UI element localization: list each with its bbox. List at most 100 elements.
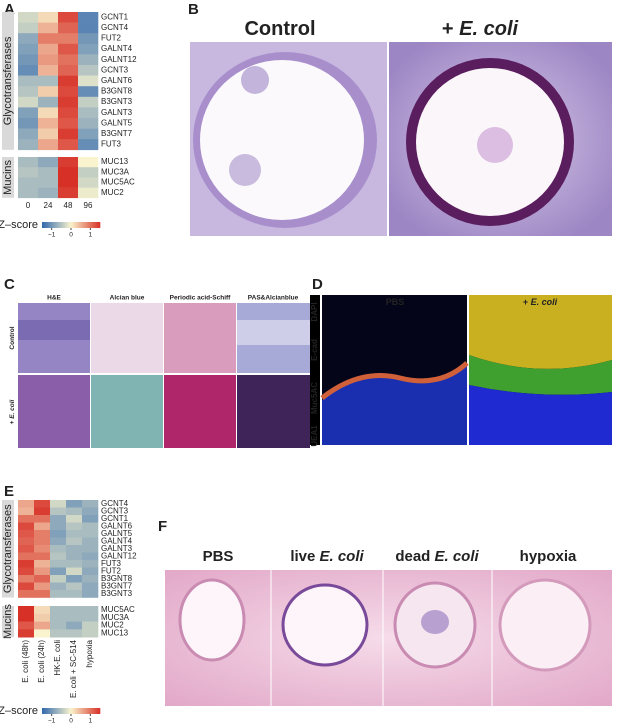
- channel-label: DAPI: [310, 302, 319, 321]
- group-label: Mucins: [2, 159, 14, 194]
- heat-cell: [38, 128, 59, 140]
- colorbar-title: Z–score: [0, 705, 38, 717]
- image-title-part: PBS: [386, 297, 405, 307]
- heat-cell: [58, 22, 79, 34]
- heat-cell: [66, 621, 83, 630]
- heat-cell: [58, 65, 79, 76]
- colorbar-step: [92, 222, 95, 228]
- group-band: [2, 12, 14, 150]
- gene-label: FUT2: [101, 566, 122, 575]
- gene-label: GCNT4: [101, 499, 129, 508]
- heat-cell: [58, 187, 79, 199]
- colorbar-step: [71, 708, 74, 714]
- heat-cell: [66, 560, 83, 568]
- heat-cell: [38, 75, 59, 87]
- heat-cell: [66, 537, 83, 546]
- colorbar-step: [63, 222, 66, 228]
- heat-cell: [82, 613, 99, 622]
- panel-label: D: [312, 276, 323, 293]
- gene-label: GALNT3: [101, 108, 133, 117]
- heat-cell: [50, 590, 67, 598]
- heat-cell: [58, 86, 79, 98]
- heat-cell: [66, 530, 83, 538]
- column-label: E. coli (24h): [37, 640, 46, 683]
- heat-cell: [50, 530, 67, 538]
- group-band: [2, 157, 14, 198]
- colorbar-step: [43, 708, 47, 714]
- gene-label: GCNT3: [101, 506, 129, 515]
- colorbar-step: [98, 708, 101, 714]
- heat-cell: [34, 575, 51, 583]
- heat-cell: [34, 545, 51, 553]
- heat-cell: [18, 118, 39, 129]
- heat-cell: [66, 567, 83, 576]
- colorbar-step: [90, 708, 93, 714]
- row-title-part: E. coli: [9, 399, 16, 418]
- image-title: PBS: [386, 297, 405, 307]
- colorbar-step: [67, 222, 70, 228]
- heat-cell: [38, 86, 59, 98]
- channel-label: UEA1: [310, 425, 319, 447]
- column-label: 24: [44, 201, 53, 210]
- image-title: live E. coli: [290, 548, 364, 565]
- heat-cell: [18, 139, 39, 151]
- image-title: + E. coli: [442, 18, 519, 40]
- heat-cell: [18, 545, 35, 553]
- heat-cell: [50, 500, 67, 508]
- heat-cell: [38, 96, 59, 108]
- heat-cell: [18, 43, 39, 55]
- heat-cell: [50, 545, 67, 553]
- heat-cell: [34, 507, 51, 516]
- colorbar-step: [80, 222, 83, 228]
- heat-cell: [82, 500, 99, 508]
- colorbar-step: [82, 708, 85, 714]
- row-title: Control: [9, 326, 16, 349]
- heat-cell: [66, 500, 83, 508]
- heat-cell: [34, 582, 51, 591]
- colorbar-step: [42, 222, 45, 228]
- image-title-part: E. coli: [435, 548, 480, 565]
- heat-cell: [50, 613, 67, 622]
- gene-label: MUC2: [101, 188, 124, 197]
- row-title: + E. coli: [9, 399, 16, 424]
- heat-cell: [78, 33, 99, 45]
- heat-cell: [82, 567, 99, 576]
- colorbar-step: [47, 222, 51, 228]
- panel-label: B: [188, 1, 199, 18]
- column-label: 96: [84, 201, 93, 210]
- colorbar-step: [59, 708, 62, 714]
- heat-cell: [34, 606, 51, 615]
- heat-cell: [78, 128, 99, 140]
- heat-cell: [18, 65, 39, 76]
- heat-cell: [38, 177, 59, 188]
- colorbar-step: [78, 222, 81, 228]
- row-title-part: +: [9, 419, 16, 425]
- colorbar-step: [53, 222, 56, 228]
- column-label: E. coli (48h): [21, 640, 30, 683]
- heat-cell: [18, 187, 39, 199]
- heat-cell: [34, 590, 51, 598]
- heat-cell: [78, 96, 99, 108]
- heat-cell: [78, 177, 99, 188]
- group-band: [2, 606, 14, 638]
- gene-label: B3GNT3: [101, 589, 133, 598]
- heat-cell: [82, 629, 99, 638]
- colorbar-step: [55, 222, 58, 228]
- column-title: H&E: [47, 295, 61, 302]
- row-title-part: Control: [9, 326, 16, 349]
- column-label: 0: [26, 201, 31, 210]
- heat-cell: [38, 12, 59, 23]
- heat-cell: [78, 139, 99, 151]
- heat-cell: [18, 590, 35, 598]
- gene-label: GALNT12: [101, 55, 137, 64]
- heat-cell: [78, 12, 99, 23]
- heat-cell: [18, 96, 39, 108]
- image-title-part: PBS: [203, 548, 234, 565]
- channel-label: E-cad: [310, 339, 319, 361]
- colorbar-step: [65, 708, 68, 714]
- heat-cell: [78, 157, 99, 168]
- heat-cell: [18, 12, 39, 23]
- colorbar-tick-label: −1: [48, 232, 56, 239]
- heat-cell: [78, 107, 99, 119]
